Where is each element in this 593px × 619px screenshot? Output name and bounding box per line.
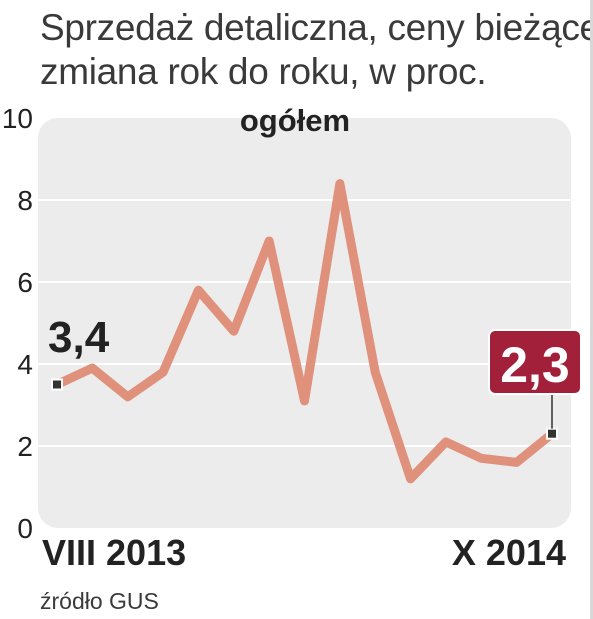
right-border [590,0,593,619]
y-tick-label: 4 [17,349,33,380]
last-value-badge [488,329,582,395]
y-tick-label: 10 [2,103,33,134]
y-tick-label: 8 [17,185,33,216]
x-end-label: X 2014 [452,532,566,573]
x-start-label: VIII 2013 [42,532,186,573]
chart-title: Sprzedaż detaliczna, ceny bieżące, zmian… [40,6,593,94]
y-tick-label: 6 [17,267,33,298]
plot-panel [38,118,571,528]
title-line-2: zmiana rok do roku, w proc. [40,51,487,92]
series-line [52,179,557,484]
y-tick-label: 2 [17,431,33,462]
title-line-1: Sprzedaż detaliczna, ceny bieżące, [40,7,593,48]
source-note: źródło GUS [40,588,159,614]
grid-lines [38,199,571,447]
chart-subtitle: ogółem [240,103,350,138]
y-axis-ticks: 0 2 4 6 8 10 [2,103,33,544]
first-value-label: 3,4 [48,313,110,362]
y-tick-label: 0 [17,513,33,544]
first-point-marker [51,378,63,391]
last-value-label: 2,3 [500,337,570,393]
last-point-marker [546,427,558,440]
